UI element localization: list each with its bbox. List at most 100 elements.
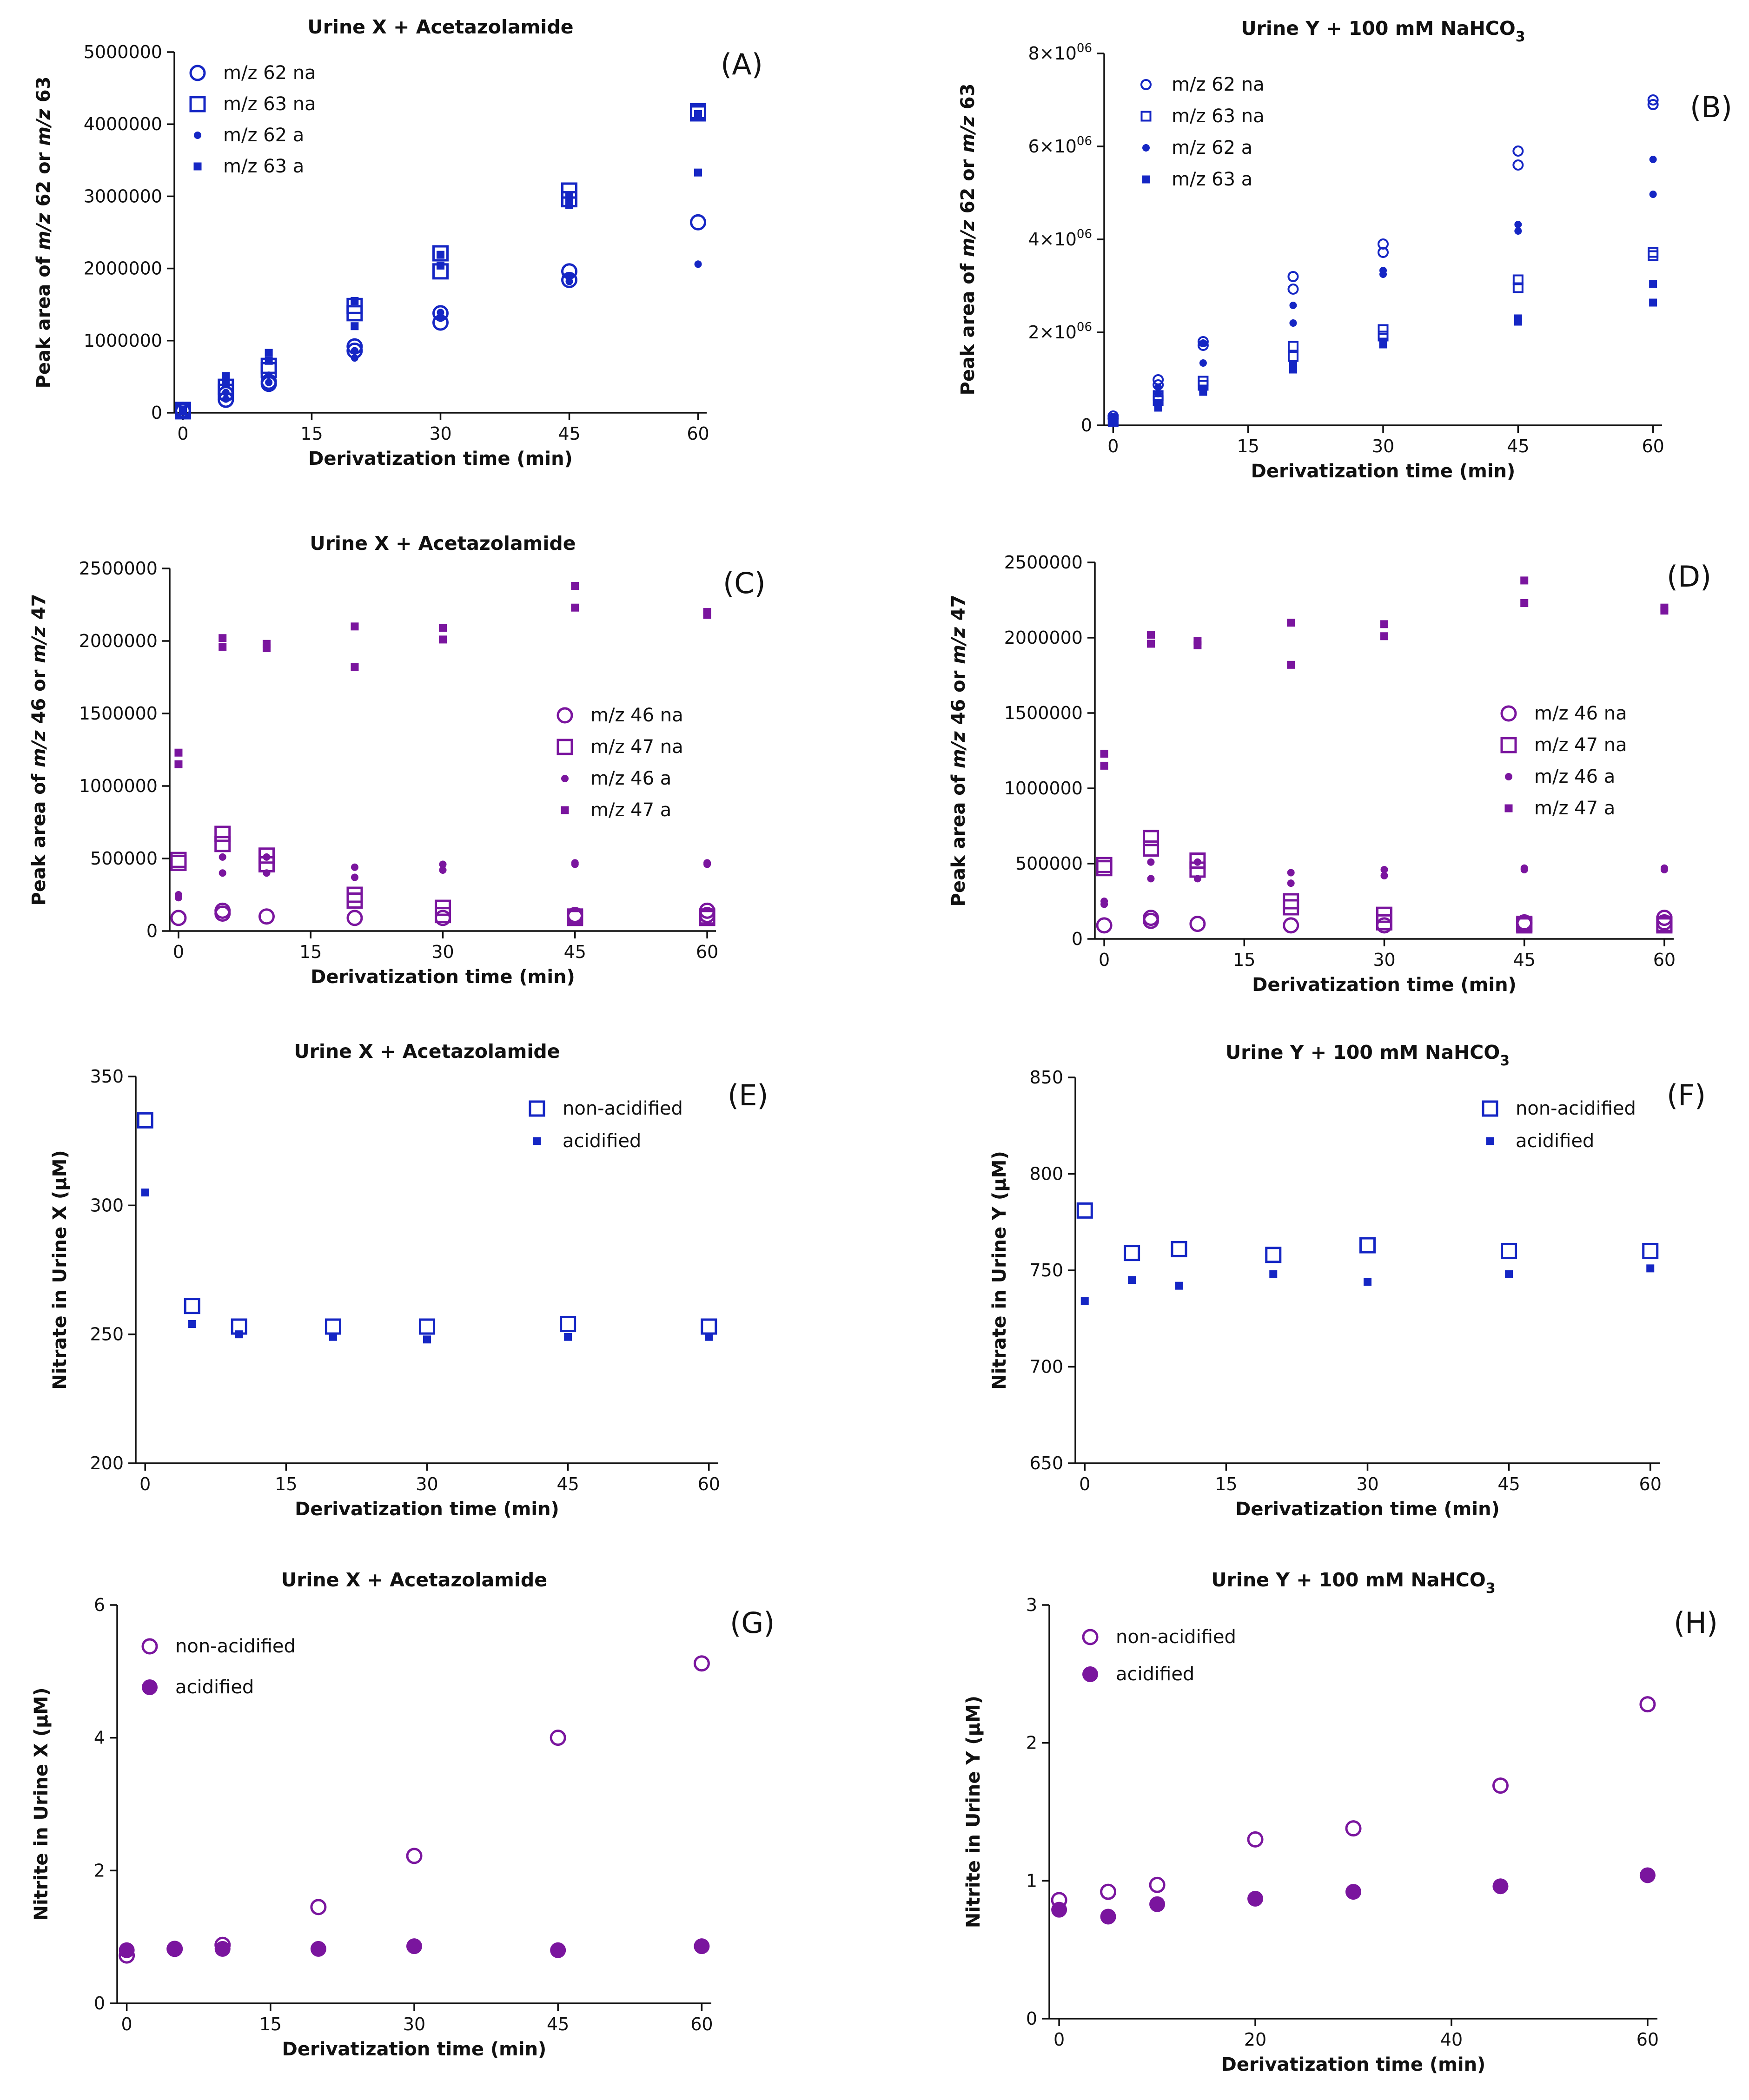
x-tick-label: 30 [1373,950,1395,970]
data-point [1171,1241,1187,1257]
y-tick-label: 2 [1026,1733,1037,1753]
data-point [419,1318,435,1335]
data-point [437,309,444,317]
y-tick-label: 2500000 [1004,552,1083,573]
y-tick-label: 750 [1029,1260,1063,1281]
data-point [565,272,573,280]
x-axis-label: Derivatization time (min) [1221,2054,1486,2075]
panel-letter: (G) [730,1606,775,1640]
data-point [1514,227,1522,235]
y-tick-label: 1000000 [1004,778,1083,799]
panel-letter: (D) [1667,560,1711,594]
data-point [435,899,451,916]
data-point [1380,632,1388,641]
data-point [1660,603,1669,612]
x-tick-label: 30 [431,942,454,962]
data-point [1142,910,1159,926]
data-point [170,910,187,926]
legend-marker [1500,705,1517,722]
series-m-z-62-a [179,260,702,416]
legend: non-acidified acidified [141,1636,296,1698]
data-point [262,640,271,648]
panel-g: 0 15 30 45 60 0 2 4 6 Urine X + Acetazolamide Deri… [31,1569,775,2060]
data-point [1189,916,1206,932]
data-point [1080,1297,1089,1305]
chart-title: Urine Y + 100 mM NaHCO3 [1241,17,1525,45]
series-non-acidified [1051,1696,1656,1908]
data-point [1660,864,1668,872]
data-point [1514,221,1522,228]
y-axis-label: Nitrite in Urine X (µM) [31,1687,52,1921]
y-tick-label: 2 [94,1860,105,1881]
legend-label: acidified [175,1677,254,1698]
legend-marker [556,739,573,755]
data-point [258,847,275,864]
data-point [325,1318,341,1335]
data-point [222,389,230,396]
panel-e: 0 15 30 45 60 200 250 300 350 Urine X + Acetazola… [49,1040,768,1520]
x-tick-label: 15 [1237,436,1259,456]
x-tick-label: 45 [1497,1474,1520,1494]
y-tick-label: 250 [90,1324,124,1345]
x-tick-label: 0 [173,942,184,962]
data-point [1175,1281,1183,1290]
x-tick-label: 15 [1215,1474,1237,1494]
data-point [564,1333,572,1341]
x-tick-label: 15 [275,1474,297,1494]
data-point [1520,599,1529,607]
legend-marker [1142,144,1150,152]
y-tick-label: 2000000 [79,631,158,651]
legend-label: m/z 63 na [223,93,316,115]
y-tick-label: 3 [1026,1595,1037,1615]
data-point [694,260,702,268]
data-point [184,1298,200,1314]
data-point [439,860,447,868]
data-point [119,1942,135,1958]
x-tick-label: 45 [1513,950,1536,970]
legend-label: m/z 47 a [590,799,671,821]
data-point [141,1189,149,1197]
y-tick-label: 2000000 [1004,627,1083,648]
y-tick-label: 2500000 [79,558,158,579]
legend-label: non-acidified [1516,1098,1636,1119]
data-point [1147,858,1155,866]
x-axis-label: Derivatization time (min) [311,966,575,988]
y-tick-label: 0 [151,403,162,423]
x-tick-label: 30 [403,2014,425,2034]
x-axis-label: Derivatization time (min) [308,448,573,469]
data-point [222,379,230,387]
data-point [351,354,358,362]
x-tick-label: 15 [299,942,322,962]
data-point [1380,620,1388,628]
legend-marker [1140,79,1152,90]
data-point [174,402,191,418]
legend-marker [533,1137,541,1145]
x-tick-label: 30 [1356,1474,1378,1494]
data-point [351,873,358,881]
legend-label: m/z 46 na [590,705,683,726]
data-point [1649,191,1657,198]
series-m-z-46-a [1100,858,1668,908]
y-tick-label: 6 [94,1595,105,1615]
x-tick-label: 0 [1079,1474,1090,1494]
data-point [690,103,707,119]
data-point [1642,1243,1659,1259]
legend-label: acidified [1516,1130,1594,1152]
series-m-z-47-na [170,825,716,926]
data-point [1639,1867,1656,1883]
y-tick-label: 4 [94,1728,105,1748]
x-axis-label: Derivatization time (min) [1235,1499,1500,1520]
data-point [694,1938,710,1955]
data-point [1501,1243,1517,1259]
data-point [550,1730,566,1746]
data-point [1247,1831,1264,1848]
x-tick-label: 15 [259,2014,282,2034]
x-tick-label: 60 [1639,1474,1662,1494]
y-axis-label: Peak area of m/z 62 or m/z 63 [33,77,54,389]
data-point [1287,284,1299,295]
x-tick-label: 20 [1244,2029,1266,2050]
y-tick-label: 200 [90,1453,124,1473]
series-non-acidified [1076,1202,1659,1263]
y-tick-label: 800 [1029,1164,1063,1184]
y-axis-label: Peak area of m/z 62 or m/z 63 [957,84,979,396]
